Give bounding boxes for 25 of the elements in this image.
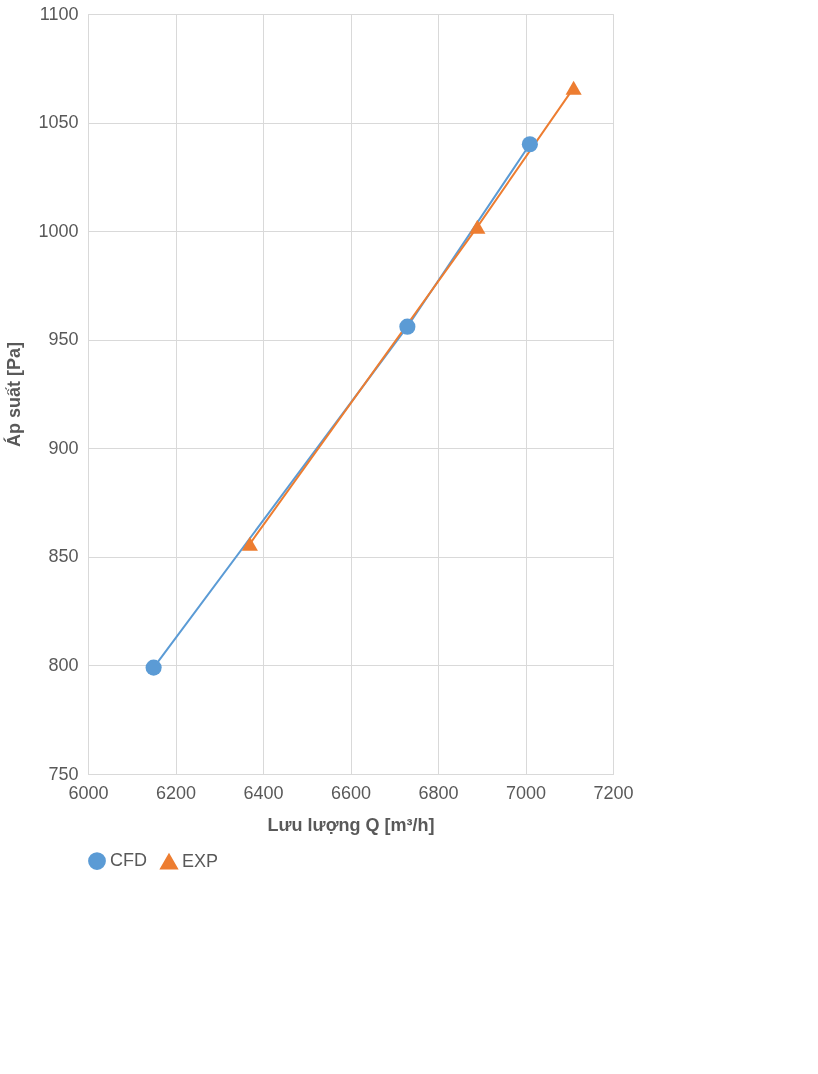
point xyxy=(565,80,582,95)
point xyxy=(521,136,538,153)
x-tick-label: 6000 xyxy=(68,782,109,803)
x-tick-label: 7000 xyxy=(505,782,547,803)
y-tick-label: 950 xyxy=(48,329,79,350)
y-tick-label: 1000 xyxy=(38,220,79,241)
point xyxy=(469,219,486,234)
y-tick-label: 750 xyxy=(48,763,79,784)
y-tick-label: 850 xyxy=(48,546,79,567)
point xyxy=(399,318,416,335)
y-tick-label: 1050 xyxy=(38,112,79,133)
x-tick-label: 6400 xyxy=(243,782,284,803)
y-tick-label: 900 xyxy=(48,437,79,458)
x-tick-label: 7200 xyxy=(593,782,634,803)
y-axis-title: Áp suất [Pa] xyxy=(3,341,25,448)
y-tick-label: 1100 xyxy=(39,3,79,24)
point xyxy=(241,536,258,551)
x-tick-label: 6600 xyxy=(330,782,372,803)
x-tick-label: 6800 xyxy=(418,782,459,803)
y-tick-label: 800 xyxy=(48,654,79,675)
point xyxy=(145,659,162,676)
legend-label: CFD xyxy=(110,850,147,871)
legend-label: EXP xyxy=(182,850,219,871)
x-axis-title: Lưu lượng Q [m³/h] xyxy=(267,814,435,835)
x-tick-label: 6200 xyxy=(155,782,197,803)
